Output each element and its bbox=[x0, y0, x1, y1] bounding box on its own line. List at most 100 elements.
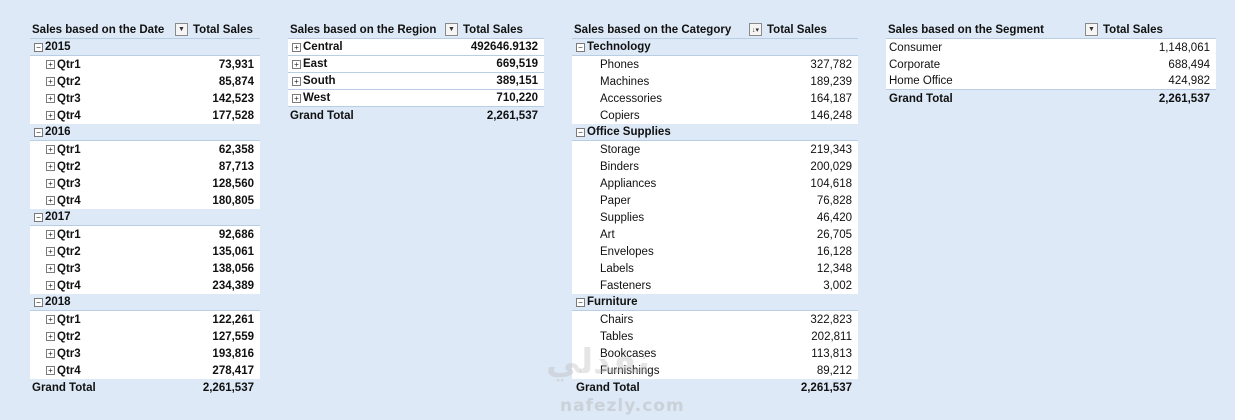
row-label-cell: Tables bbox=[572, 328, 762, 345]
subcategory-row: Phones 327,782 bbox=[572, 56, 858, 73]
row-value: 146,248 bbox=[810, 109, 852, 122]
row-label: South bbox=[303, 75, 336, 87]
row-label: Fasteners bbox=[600, 279, 652, 292]
filter-dropdown-icon[interactable]: ▼ bbox=[175, 23, 188, 36]
row-label-cell: + Qtr4 bbox=[30, 107, 188, 124]
pivot-category-header: Sales based on the Category ↓▾ Total Sal… bbox=[572, 21, 858, 39]
filter-dropdown-icon[interactable]: ▼ bbox=[1085, 23, 1098, 36]
region-row: + West 710,220 bbox=[288, 90, 544, 107]
region-row: + Central 492646.9132 bbox=[288, 39, 544, 56]
row-label: 2018 bbox=[45, 296, 71, 308]
plus-box-icon[interactable]: + bbox=[46, 111, 55, 120]
row-value: 424,982 bbox=[1168, 75, 1210, 87]
row-value bbox=[188, 294, 260, 311]
row-label-cell: + Central bbox=[288, 39, 458, 56]
plus-box-icon[interactable]: + bbox=[46, 230, 55, 239]
row-label-cell: −2018 bbox=[30, 294, 188, 311]
plus-box-icon[interactable]: + bbox=[46, 247, 55, 256]
row-value: 669,519 bbox=[496, 58, 538, 70]
plus-box-icon[interactable]: + bbox=[46, 162, 55, 171]
plus-box-icon[interactable]: + bbox=[46, 349, 55, 358]
row-label-cell: + Qtr2 bbox=[30, 73, 188, 90]
plus-box-icon[interactable]: + bbox=[46, 281, 55, 290]
row-label: Machines bbox=[600, 75, 650, 88]
plus-box-icon[interactable]: + bbox=[46, 196, 55, 205]
row-label: Copiers bbox=[600, 109, 640, 122]
plus-box-icon[interactable]: + bbox=[46, 179, 55, 188]
row-value: 85,874 bbox=[218, 75, 254, 88]
row-value bbox=[188, 209, 260, 226]
value-header: Total Sales bbox=[767, 23, 827, 36]
filter-dropdown-icon[interactable]: ▼ bbox=[445, 23, 458, 36]
plus-box-icon[interactable]: + bbox=[46, 332, 55, 341]
minus-box-icon[interactable]: − bbox=[34, 297, 43, 307]
plus-box-icon[interactable]: + bbox=[46, 94, 55, 103]
row-value: 2,261,537 bbox=[800, 381, 852, 394]
pivot-segment: Sales based on the Segment ▼ Total Sales… bbox=[886, 21, 1216, 107]
row-label-cell: Copiers bbox=[572, 107, 762, 124]
row-label: Consumer bbox=[889, 41, 943, 54]
plus-box-icon[interactable]: + bbox=[292, 42, 301, 52]
row-value: 200,029 bbox=[810, 160, 852, 173]
minus-box-icon[interactable]: − bbox=[34, 212, 43, 222]
subcategory-row: Machines 189,239 bbox=[572, 73, 858, 90]
subcategory-row: Envelopes 16,128 bbox=[572, 243, 858, 260]
plus-box-icon[interactable]: + bbox=[46, 145, 55, 154]
row-label: Labels bbox=[600, 262, 634, 275]
plus-box-icon[interactable]: + bbox=[46, 315, 55, 324]
row-label-cell: + Qtr2 bbox=[30, 158, 188, 175]
plus-box-icon[interactable]: + bbox=[292, 76, 301, 86]
row-label: Corporate bbox=[889, 58, 941, 71]
row-label: Home Office bbox=[889, 75, 953, 87]
row-label-cell: + Qtr3 bbox=[30, 90, 188, 107]
row-label-cell: −2015 bbox=[30, 39, 188, 56]
subcategory-row: Bookcases 113,813 bbox=[572, 345, 858, 362]
plus-box-icon[interactable]: + bbox=[46, 77, 55, 86]
row-value: 138,056 bbox=[212, 262, 254, 275]
region-row: + East 669,519 bbox=[288, 56, 544, 73]
plus-box-icon[interactable]: + bbox=[292, 93, 301, 103]
row-label-cell: Bookcases bbox=[572, 345, 762, 362]
subcategory-row: Tables 202,811 bbox=[572, 328, 858, 345]
plus-box-icon[interactable]: + bbox=[46, 60, 55, 69]
row-value: 89,212 bbox=[816, 364, 852, 377]
subcategory-row: Accessories 164,187 bbox=[572, 90, 858, 107]
segment-row: Consumer 1,148,061 bbox=[886, 39, 1216, 56]
pivot-region: Sales based on the Region ▼ Total Sales … bbox=[288, 21, 544, 124]
minus-box-icon[interactable]: − bbox=[34, 42, 43, 52]
row-value: 113,813 bbox=[811, 347, 852, 360]
minus-box-icon[interactable]: − bbox=[34, 127, 43, 137]
segment-row: Home Office 424,982 bbox=[886, 73, 1216, 90]
row-value bbox=[188, 124, 260, 141]
row-label: 2016 bbox=[45, 126, 71, 138]
subcategory-row: Art 26,705 bbox=[572, 226, 858, 243]
row-value: 122,261 bbox=[212, 313, 254, 326]
sort-descending-icon[interactable]: ↓▾ bbox=[749, 23, 762, 36]
row-label-cell: Corporate bbox=[886, 56, 1098, 73]
row-label-cell: Grand Total bbox=[288, 107, 458, 124]
plus-box-icon[interactable]: + bbox=[46, 264, 55, 273]
subcategory-row: Copiers 146,248 bbox=[572, 107, 858, 124]
year-row: −2016 bbox=[30, 124, 260, 141]
row-label-cell: −2017 bbox=[30, 209, 188, 226]
value-header: Total Sales bbox=[1103, 23, 1163, 36]
row-label: Art bbox=[600, 228, 615, 241]
subcategory-row: Binders 200,029 bbox=[572, 158, 858, 175]
category-group-row: − Furniture bbox=[572, 294, 858, 311]
row-value: 73,931 bbox=[218, 58, 254, 71]
row-label: Tables bbox=[600, 330, 634, 343]
plus-box-icon[interactable]: + bbox=[46, 366, 55, 375]
row-value bbox=[762, 294, 858, 311]
plus-box-icon[interactable]: + bbox=[292, 59, 301, 69]
row-label: Phones bbox=[600, 58, 640, 71]
subcategory-row: Storage 219,343 bbox=[572, 141, 858, 158]
row-value: 142,523 bbox=[212, 92, 254, 105]
row-label: Furnishings bbox=[600, 364, 660, 377]
minus-box-icon[interactable]: − bbox=[576, 42, 585, 52]
row-label: Grand Total bbox=[889, 92, 953, 105]
row-value: 12,348 bbox=[816, 262, 852, 275]
minus-box-icon[interactable]: − bbox=[576, 297, 585, 307]
minus-box-icon[interactable]: − bbox=[576, 127, 585, 137]
quarter-row: + Qtr4 234,389 bbox=[30, 277, 260, 294]
row-label-cell: Chairs bbox=[572, 311, 762, 328]
